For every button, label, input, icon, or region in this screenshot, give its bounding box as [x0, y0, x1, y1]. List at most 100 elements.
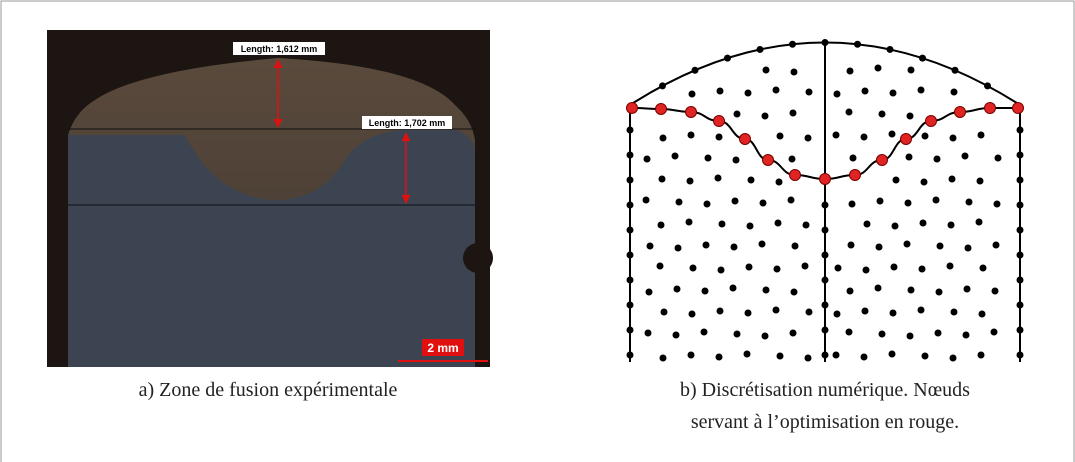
node — [792, 243, 799, 250]
node — [890, 90, 897, 97]
node — [627, 252, 634, 259]
node — [918, 87, 925, 94]
node — [822, 227, 829, 234]
node — [745, 90, 752, 97]
node — [875, 65, 882, 72]
node — [777, 133, 784, 140]
optimization-node — [877, 155, 888, 166]
node — [690, 265, 697, 272]
node — [1017, 302, 1024, 309]
figure: Length: 1,612 mm Length: 1,702 mm 2 mm a… — [0, 0, 1075, 462]
node — [788, 197, 795, 204]
node — [976, 219, 983, 226]
node — [688, 132, 695, 139]
node — [875, 285, 882, 292]
node — [889, 351, 896, 358]
node — [763, 67, 770, 74]
node — [834, 91, 841, 98]
node — [790, 330, 797, 337]
node — [848, 242, 855, 249]
node — [850, 155, 857, 162]
node — [933, 197, 940, 204]
node — [724, 55, 731, 62]
node — [833, 352, 840, 359]
node — [863, 267, 870, 274]
optimization-node — [740, 134, 751, 145]
node — [962, 153, 969, 160]
node — [904, 241, 911, 248]
node — [1017, 352, 1024, 359]
node — [978, 132, 985, 139]
node — [918, 307, 925, 314]
node — [977, 178, 984, 185]
optimization-node — [763, 155, 774, 166]
node — [802, 263, 809, 270]
optimization-node — [985, 103, 996, 114]
node — [846, 329, 853, 336]
node — [748, 177, 755, 184]
node — [805, 135, 812, 142]
node — [908, 287, 915, 294]
node — [703, 242, 710, 249]
node — [891, 264, 898, 271]
node — [688, 352, 695, 359]
optimization-node — [850, 170, 861, 181]
node — [1017, 327, 1024, 334]
caption: b) Discrétisation numérique. Nœuds — [680, 379, 970, 401]
node — [861, 354, 868, 361]
node — [1017, 127, 1024, 134]
measure-label: Length: 1,702 mm — [369, 118, 446, 128]
node — [978, 352, 985, 359]
node — [661, 309, 668, 316]
node — [846, 109, 853, 116]
node — [862, 88, 869, 95]
node — [980, 265, 987, 272]
node — [892, 223, 899, 230]
node — [657, 263, 664, 270]
node — [704, 201, 711, 208]
optimization-node — [686, 107, 697, 118]
node — [777, 353, 784, 360]
node — [775, 220, 782, 227]
node — [964, 286, 971, 293]
node — [719, 221, 726, 228]
node — [730, 285, 737, 292]
node — [705, 155, 712, 162]
node — [774, 266, 781, 273]
node — [803, 222, 810, 229]
optimization-node — [820, 174, 831, 185]
optimization-node — [955, 107, 966, 118]
mesh — [630, 40, 1020, 362]
node — [692, 67, 699, 74]
node — [854, 41, 861, 48]
node — [805, 355, 812, 362]
node — [1017, 252, 1024, 259]
node — [717, 308, 724, 315]
node — [893, 177, 900, 184]
node — [922, 133, 929, 140]
node — [949, 176, 956, 183]
optimization-node — [1013, 103, 1024, 114]
node — [643, 197, 650, 204]
node — [1017, 152, 1024, 159]
node — [1017, 177, 1024, 184]
node — [966, 199, 973, 206]
node — [673, 332, 680, 339]
node — [834, 311, 841, 318]
node — [745, 310, 752, 317]
node — [861, 134, 868, 141]
node — [847, 288, 854, 295]
optimization-node — [627, 103, 638, 114]
node — [676, 199, 683, 206]
node — [689, 91, 696, 98]
node — [658, 222, 665, 229]
node — [935, 330, 942, 337]
node — [627, 177, 634, 184]
node — [919, 55, 926, 62]
node — [644, 156, 651, 163]
node — [718, 267, 725, 274]
node — [937, 243, 944, 250]
node — [822, 352, 829, 359]
photo — [47, 30, 493, 367]
node — [627, 352, 634, 359]
